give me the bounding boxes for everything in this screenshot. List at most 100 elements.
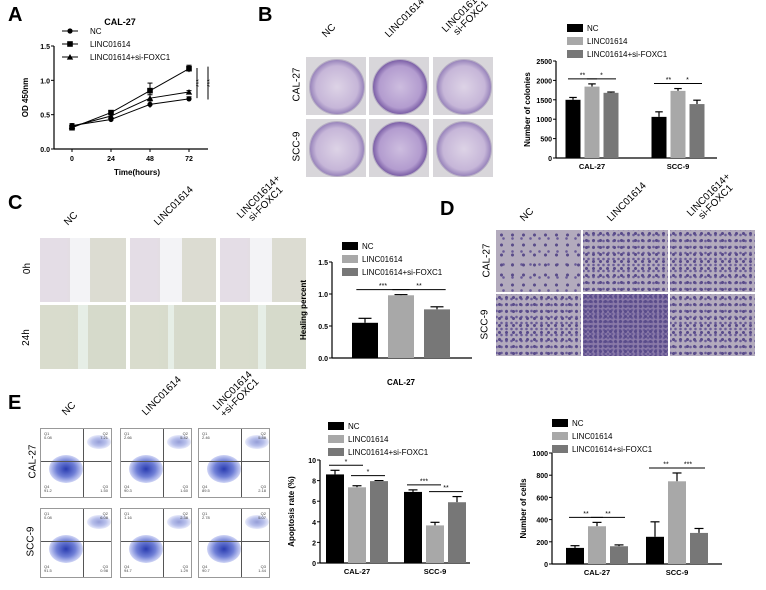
bar [584,86,600,158]
bar [668,481,686,564]
colony-plate-image [306,57,366,115]
y-tick-label: 2 [312,540,316,547]
bar [689,104,705,158]
y-tick-label: 0 [312,561,316,568]
y-tick-label: 600 [536,495,548,502]
marker-square [147,87,153,94]
significance-label: *** [207,79,214,87]
quadrant-value: Q2 5.42 [180,431,188,440]
cell-population [245,435,269,449]
y-tick-label: 2000 [536,78,552,85]
y-tick-label: 0.0 [318,356,328,363]
quadrant-value: Q1 0.08 [44,431,52,440]
quadrant-value: Q4 90.3 [124,484,132,493]
legend-swatch [567,50,583,58]
legend-swatch [342,255,358,263]
y-axis-label: Apoptosis rate (%) [287,476,296,547]
chart-e2: 0 200 400 600 800 1000 Number of cells CAL-27 **… [519,419,722,577]
bar [646,536,664,564]
y-axis-label: OD 450nm [21,78,30,118]
series-line [71,98,190,127]
bar [566,547,584,564]
y-tick-label: 8 [312,479,316,486]
y-tick-label: 4 [312,520,316,527]
series-linc01614 [69,64,192,131]
x-tick-label: SCC-9 [666,568,689,577]
cell-population [207,455,241,483]
y-tick-label: 800 [536,473,548,480]
transwell-image [583,230,668,292]
flow-cytometry-plot: Q1 2.46 Q2 5.88 Q4 89.5 Q3 2.18 [198,428,270,498]
y-tick-label: 1500 [536,98,552,105]
y-tick-label: 0.5 [40,113,50,120]
quadrant-divider [163,509,164,577]
significance-label: ** [416,283,422,290]
quadrant-value: Q1 2.78 [202,511,210,520]
significance-label: ** [666,77,672,84]
y-tick-label: 0.0 [40,147,50,154]
significance-label: * [686,77,689,84]
x-axis-label: Time(hours) [114,168,160,177]
dish [372,121,428,177]
colony-plate-image [433,57,493,115]
cell-population [129,535,163,563]
significance-label: ** [605,511,611,518]
significance-label: ** [580,72,586,79]
y-tick-label: 1.5 [318,260,328,267]
legend-label: LINC01614 [572,432,613,441]
quadrant-divider [163,429,164,497]
x-tick-label: SCC-9 [424,567,447,576]
wound-healing-image [40,238,126,302]
bar [651,116,667,158]
y-tick-label: 1000 [536,117,552,124]
significance-label: *** [420,478,428,485]
marker-circle [147,101,153,107]
quadrant-divider [83,429,84,497]
significance-label: *** [196,79,203,87]
quadrant-divider [241,509,242,577]
significance-label: ** [583,511,589,518]
significance-label: * [345,459,348,466]
marker-triangle [146,95,154,101]
legend-label: NC [90,27,102,36]
legend-swatch [567,37,583,45]
quadrant-divider [83,509,84,577]
flow-cytometry-plot: Q1 0.08 Q2 7.21 Q4 91.2 Q3 1.50 [40,428,112,498]
colony-plate-image [369,57,429,115]
quadrant-divider [121,541,191,542]
legend-label: LINC01614+si-FOXC1 [572,445,653,454]
transwell-image [496,294,581,356]
quadrant-value: Q3 0.98 [100,564,108,573]
significance-label: *** [379,283,387,290]
y-tick-label: 0.5 [318,324,328,331]
y-tick-label: 0 [548,156,552,163]
panel-label-d: D [440,198,455,220]
legend-swatch [328,435,344,443]
legend-label: LINC01614 [90,40,131,49]
flow-cytometry-plot: Q1 0.08 Q2 6.08 Q4 91.5 Q3 0.98 [40,508,112,578]
x-axis-label: CAL-27 [387,378,416,387]
cell-population [167,435,191,449]
wound-gap [250,238,272,302]
quadrant-value: Q2 2.38 [180,511,188,520]
quadrant-value: Q3 1.60 [180,484,188,493]
wound-gap [78,305,88,369]
quadrant-value: Q1 2.66 [124,431,132,440]
colony-plate-image [433,119,493,177]
panel-label-b: B [258,4,273,26]
y-axis-label: Healing percent [299,280,308,340]
marker-triangle [68,123,76,129]
marker-circle [67,28,73,34]
quadrant-divider [199,541,269,542]
x-tick-label: 24 [107,156,115,163]
y-tick-label: 1000 [532,451,548,458]
legend-swatch [328,448,344,456]
bar [426,525,444,563]
x-tick-label: SCC-9 [667,162,690,171]
panel-label-a: A [8,4,23,26]
y-tick-label: 2500 [536,59,552,66]
panel-label-e: E [8,392,22,414]
